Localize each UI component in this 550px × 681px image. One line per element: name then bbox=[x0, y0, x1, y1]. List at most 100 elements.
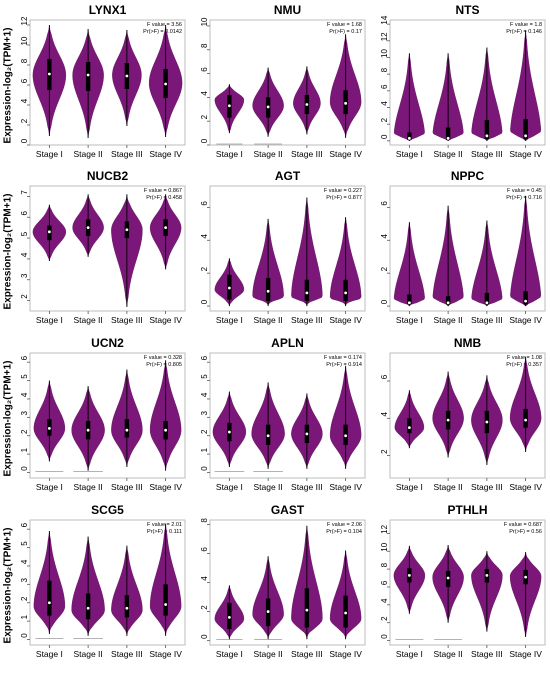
y-tick-label: 6 bbox=[20, 355, 29, 360]
x-tick-label: Stage IV bbox=[149, 649, 182, 659]
y-tick-label: 6 bbox=[20, 522, 29, 527]
median-dot bbox=[164, 428, 168, 432]
iqr-box bbox=[484, 292, 490, 305]
x-tick-label: Stage III bbox=[291, 649, 323, 659]
y-tick-label: 10 bbox=[380, 49, 389, 58]
f-value-label: F value = 1.8 bbox=[510, 22, 542, 28]
iqr-box bbox=[523, 291, 528, 305]
panel-frame bbox=[29, 352, 186, 479]
y-tick-label: 12 bbox=[380, 524, 389, 533]
y-tick-label: 14 bbox=[380, 15, 389, 24]
iqr-box bbox=[523, 408, 528, 428]
y-tick-label: 0 bbox=[380, 134, 389, 139]
x-tick-label: Stage I bbox=[396, 149, 423, 159]
median-dot bbox=[485, 573, 489, 577]
f-value-label: F value = 0.45 bbox=[507, 188, 542, 194]
iqr-box bbox=[227, 602, 232, 630]
x-tick-label: Stage III bbox=[111, 149, 143, 159]
median-dot bbox=[485, 134, 489, 138]
median-dot bbox=[266, 289, 270, 293]
y-tick-label: 3 bbox=[20, 411, 29, 416]
y-tick-label: 8 bbox=[200, 43, 209, 48]
x-tick-label: Stage IV bbox=[509, 482, 542, 492]
x-tick-label: Stage III bbox=[111, 315, 143, 325]
x-tick-label: Stage III bbox=[111, 649, 143, 659]
panel-title: PTHLH bbox=[448, 503, 488, 517]
panel-title: SCG5 bbox=[91, 503, 124, 517]
iqr-box bbox=[124, 595, 130, 618]
iqr-box bbox=[47, 580, 52, 616]
median-dot bbox=[86, 226, 90, 230]
median-dot bbox=[47, 601, 51, 605]
p-value-label: Pr(>F) = 0.458 bbox=[146, 195, 182, 201]
x-tick-label: Stage III bbox=[291, 482, 323, 492]
median-dot bbox=[407, 301, 411, 305]
x-tick-label: Stage IV bbox=[329, 315, 362, 325]
x-tick-label: Stage III bbox=[471, 649, 503, 659]
median-dot bbox=[47, 230, 51, 234]
panel-title: NTS bbox=[456, 3, 480, 17]
median-dot bbox=[227, 430, 231, 434]
y-tick-label: 4 bbox=[380, 412, 389, 417]
panel-frame bbox=[209, 352, 366, 479]
iqr-box bbox=[163, 584, 168, 616]
y-tick-label: 5 bbox=[20, 374, 29, 379]
y-tick-label: 4 bbox=[200, 91, 209, 96]
x-tick-label: Stage II bbox=[73, 649, 102, 659]
y-tick-label: 6 bbox=[200, 67, 209, 72]
median-dot bbox=[485, 301, 489, 305]
x-tick-label: Stage I bbox=[36, 482, 63, 492]
panel-frame bbox=[29, 19, 186, 146]
iqr-box bbox=[265, 278, 271, 302]
median-dot bbox=[524, 299, 528, 303]
y-tick-label: 8 bbox=[380, 562, 389, 567]
y-tick-label: 4 bbox=[20, 98, 29, 103]
y-tick-label: 0 bbox=[380, 299, 389, 304]
panel-title: NMB bbox=[454, 336, 482, 350]
y-axis-label-row-1: Expression-log₂(TPM+1) bbox=[2, 27, 14, 144]
y-tick-label: 0 bbox=[20, 138, 29, 143]
median-dot bbox=[125, 74, 129, 78]
y-tick-label: 4 bbox=[20, 252, 29, 257]
p-value-label: Pr(>F) = 0.716 bbox=[506, 195, 542, 201]
y-tick-label: 6 bbox=[200, 547, 209, 552]
x-tick-label: Stage I bbox=[396, 649, 423, 659]
median-dot bbox=[344, 611, 348, 615]
panel-frame bbox=[389, 352, 546, 479]
panel-nts: NTS F value = 1.8Pr(>F) = 0.146 0 2 4 6 8 10 12 1… bbox=[380, 3, 546, 159]
y-tick-label: 8 bbox=[20, 58, 29, 63]
y-tick-label: 4 bbox=[200, 392, 209, 397]
x-tick-label: Stage III bbox=[471, 149, 503, 159]
median-dot bbox=[47, 426, 51, 430]
x-tick-label: Stage II bbox=[73, 482, 102, 492]
f-value-label: F value = 2.01 bbox=[147, 522, 182, 528]
x-tick-label: Stage I bbox=[36, 315, 63, 325]
median-dot bbox=[164, 82, 168, 86]
panel-title: NUCB2 bbox=[87, 169, 129, 183]
x-tick-label: Stage II bbox=[433, 149, 462, 159]
median-dot bbox=[524, 575, 528, 579]
median-dot bbox=[266, 610, 270, 613]
y-tick-label: 8 bbox=[380, 67, 389, 72]
median-dot bbox=[164, 226, 168, 230]
y-tick-label: 0 bbox=[20, 633, 29, 638]
iqr-box bbox=[343, 595, 348, 628]
panel-title: NPPC bbox=[451, 169, 485, 183]
p-value-label: Pr(>F) = 0.17 bbox=[329, 29, 362, 35]
y-tick-label: 5 bbox=[200, 374, 209, 379]
panel-title: APLN bbox=[271, 336, 304, 350]
median-dot bbox=[446, 418, 450, 422]
y-tick-label: 3 bbox=[20, 578, 29, 583]
x-tick-label: Stage IV bbox=[149, 149, 182, 159]
y-axis-label-row-4: Expression-log₂(TPM+1) bbox=[2, 527, 14, 644]
y-tick-label: 1 bbox=[20, 447, 29, 452]
median-dot bbox=[305, 291, 309, 295]
y-tick-label: 6 bbox=[200, 355, 209, 360]
y-tick-label: 6 bbox=[20, 210, 29, 215]
iqr-box bbox=[85, 62, 91, 91]
panel-title: GAST bbox=[271, 503, 305, 517]
x-tick-label: Stage IV bbox=[329, 149, 362, 159]
